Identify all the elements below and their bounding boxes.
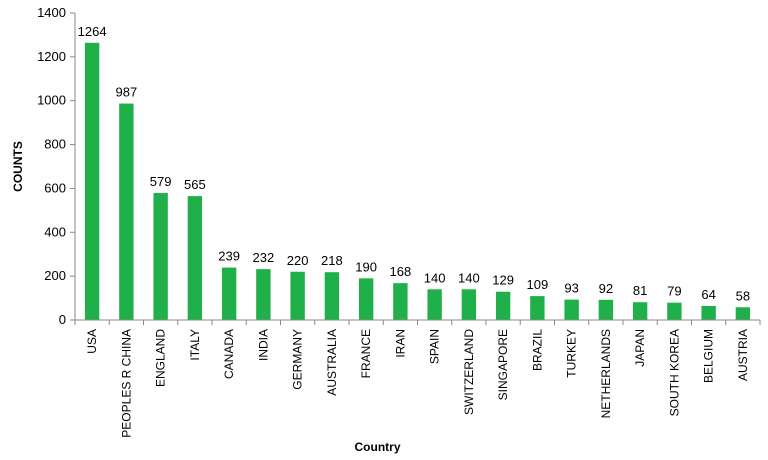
- bar: [256, 269, 271, 320]
- x-tick-label: SPAIN: [428, 329, 442, 364]
- data-label: 579: [150, 174, 172, 189]
- x-tick-label: GERMANY: [291, 329, 305, 390]
- x-tick-label: SOUTH KOREA: [667, 329, 681, 416]
- bar: [427, 289, 442, 320]
- y-tick-label: 600: [44, 180, 66, 195]
- bar: [393, 283, 408, 320]
- bar: [358, 278, 374, 320]
- data-label: 140: [424, 270, 446, 285]
- data-label: 58: [736, 288, 750, 303]
- data-label: 92: [599, 281, 613, 296]
- x-axis-title: Country: [355, 440, 401, 454]
- x-tick-label: TURKEY: [565, 329, 579, 378]
- data-label: 220: [287, 253, 309, 268]
- data-label: 93: [564, 281, 578, 296]
- x-tick-label: NETHERLANDS: [599, 329, 613, 418]
- x-tick-label: CANADA: [222, 329, 236, 379]
- data-label: 987: [116, 85, 138, 100]
- bar: [667, 302, 682, 320]
- bar: [290, 271, 305, 320]
- bar: [495, 291, 511, 320]
- bar: [84, 42, 100, 321]
- x-tick-label: FRANCE: [359, 329, 373, 378]
- bar: [187, 196, 203, 320]
- data-label: 79: [667, 284, 681, 299]
- x-tick-label: BRAZIL: [530, 329, 544, 371]
- data-label: 168: [390, 264, 412, 279]
- x-tick-label: ITALY: [188, 329, 202, 361]
- bar: [324, 272, 340, 320]
- x-tick-label: JAPAN: [633, 329, 647, 367]
- bar: [153, 193, 168, 320]
- y-tick-label: 1400: [37, 5, 66, 20]
- data-labels: 1264 987 579 565 239 232 220 218 190 168 140 140 129…: [78, 24, 750, 303]
- x-tick-label: IRAN: [393, 329, 407, 358]
- data-label: 64: [701, 287, 715, 302]
- x-tick-label: BELGIUM: [702, 329, 716, 383]
- x-tick-label: AUSTRALIA: [325, 329, 339, 396]
- y-tick-label: 800: [44, 137, 66, 152]
- data-label: 565: [184, 177, 206, 192]
- data-label: 232: [253, 250, 275, 265]
- bar: [735, 307, 751, 320]
- x-tick-label: PEOPLES R CHINA: [119, 329, 133, 438]
- data-label: 129: [492, 273, 514, 288]
- y-axis-title: COUNTS: [11, 141, 25, 192]
- bar: [119, 103, 134, 320]
- x-tick-label: INDIA: [256, 329, 270, 361]
- y-tick-label: 200: [44, 268, 66, 283]
- x-tick-label: ENGLAND: [154, 329, 168, 387]
- x-axis-ticks: USA PEOPLES R CHINA ENGLAND ITALY CANADA INDI…: [74, 320, 761, 438]
- data-label: 1264: [78, 24, 107, 39]
- bar: [632, 302, 648, 320]
- data-label: 190: [355, 259, 377, 274]
- x-tick-label: SWITZERLAND: [462, 329, 476, 415]
- bar: [564, 299, 579, 320]
- data-label: 140: [458, 270, 480, 285]
- bar: [221, 267, 237, 320]
- bar: [701, 305, 716, 320]
- bars: [84, 42, 751, 321]
- y-tick-label: 1000: [37, 93, 66, 108]
- y-tick-label: 400: [44, 224, 66, 239]
- bar: [461, 289, 477, 320]
- bar: [598, 299, 614, 320]
- data-label: 81: [633, 283, 647, 298]
- x-tick-label: AUSTRIA: [736, 329, 750, 381]
- bar: [530, 296, 545, 320]
- y-tick-label: 1200: [37, 49, 66, 64]
- data-label: 218: [321, 253, 343, 268]
- data-label: 109: [527, 277, 549, 292]
- data-label: 239: [218, 249, 240, 264]
- y-tick-label: 0: [59, 312, 66, 327]
- y-axis-ticks: 0 200 400 600 800 1000 1200 1400: [37, 5, 75, 327]
- x-tick-label: SINGAPORE: [496, 329, 510, 400]
- x-tick-label: USA: [85, 329, 99, 354]
